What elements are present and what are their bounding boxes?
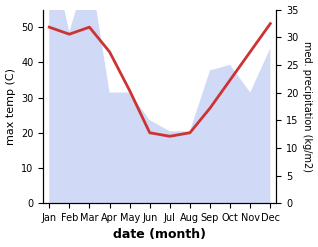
X-axis label: date (month): date (month) (113, 228, 206, 242)
Y-axis label: max temp (C): max temp (C) (5, 68, 16, 145)
Y-axis label: med. precipitation (kg/m2): med. precipitation (kg/m2) (302, 41, 313, 172)
